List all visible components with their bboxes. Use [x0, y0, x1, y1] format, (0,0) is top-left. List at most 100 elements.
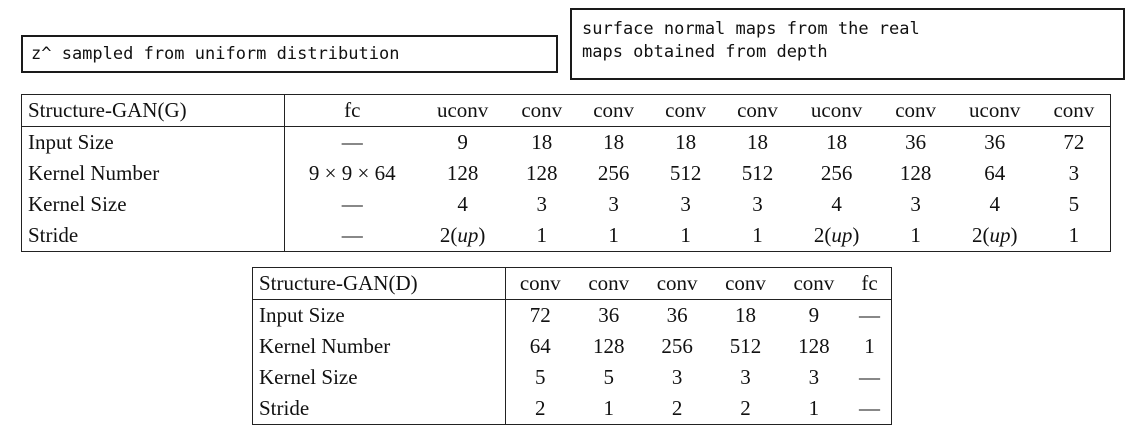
- generator-table-row: Stride — 2(up) 1 1 1 1 2(up) 1 2(up) 1: [21, 220, 1111, 252]
- discriminator-table-cell: 5: [535, 365, 546, 389]
- discriminator-table-cell: 256: [661, 334, 693, 358]
- generator-table-cell: —: [341, 192, 363, 216]
- discriminator-table-title: Structure-GAN(D): [252, 267, 506, 300]
- generator-table-cell: 18: [826, 130, 848, 154]
- generator-layer-header: conv: [505, 94, 578, 127]
- discriminator-row-label: Kernel Number: [252, 331, 506, 362]
- discriminator-layer-header: fc: [848, 267, 892, 300]
- generator-layer-header: uconv: [951, 94, 1038, 127]
- discriminator-table-cell: 9: [808, 303, 820, 327]
- generator-table-cell: 18: [603, 130, 625, 154]
- discriminator-table-row: Kernel Size 5 5 3 3 3 —: [252, 362, 892, 393]
- discriminator-table-cell: 72: [529, 303, 551, 327]
- generator-table-cell: 128: [525, 161, 558, 185]
- annotation-surface-normal-maps: surface normal maps from the real maps o…: [570, 8, 1125, 80]
- generator-table-cell: —: [341, 130, 363, 154]
- discriminator-row-label: Kernel Size: [252, 362, 506, 393]
- discriminator-table-row: Kernel Number 64 128 256 512 128 1: [252, 331, 892, 362]
- generator-table-cell: 18: [675, 130, 697, 154]
- generator-table-cell: 1: [536, 223, 547, 247]
- generator-table-cell: 3: [752, 192, 763, 216]
- discriminator-architecture-table: Structure-GAN(D) conv conv conv conv conv fc In…: [252, 267, 892, 425]
- generator-table-cell: 9 × 9 × 64: [308, 161, 396, 185]
- discriminator-table-cell: 2: [535, 396, 546, 420]
- generator-table-cell: 256: [820, 161, 853, 185]
- generator-layer-header: conv: [577, 94, 650, 127]
- generator-row-label: Input Size: [21, 126, 285, 158]
- generator-table-cell: 3: [608, 192, 619, 216]
- generator-row-label: Stride: [21, 220, 285, 252]
- generator-table-cell: 18: [746, 130, 768, 154]
- generator-table-cell: 3: [536, 192, 547, 216]
- generator-table-cell: —: [341, 223, 363, 247]
- generator-table-cell: 64: [984, 161, 1006, 185]
- generator-layer-header: uconv: [793, 94, 880, 127]
- discriminator-table-cell: 1: [808, 396, 820, 420]
- discriminator-layer-header: conv: [779, 267, 849, 300]
- annotation-uniform-noise: z^ sampled from uniform distribution: [21, 35, 558, 73]
- generator-table-cell: 512: [669, 161, 702, 185]
- generator-table-cell: 2(up): [971, 223, 1018, 247]
- generator-table-cell: 512: [741, 161, 774, 185]
- generator-table-row: Input Size — 9 18 18 18 18 18 36 36 72: [21, 126, 1111, 158]
- generator-layer-header: conv: [649, 94, 722, 127]
- discriminator-row-label: Input Size: [252, 299, 506, 331]
- generator-table-cell: 72: [1063, 130, 1085, 154]
- discriminator-table-cell: 1: [864, 334, 875, 358]
- generator-table-cell: 4: [831, 192, 842, 216]
- generator-table-cell: 36: [905, 130, 927, 154]
- discriminator-table-cell: 512: [729, 334, 762, 358]
- generator-table-cell: 3: [1068, 161, 1080, 185]
- discriminator-table-row: Input Size 72 36 36 18 9 —: [252, 299, 892, 331]
- discriminator-layer-header: conv: [711, 267, 780, 300]
- generator-table-cell: 3: [680, 192, 691, 216]
- discriminator-table-cell: 64: [529, 334, 551, 358]
- generator-table-cell: 9: [457, 130, 468, 154]
- generator-table-cell: 3: [910, 192, 921, 216]
- discriminator-layer-header: conv: [642, 267, 712, 300]
- discriminator-header-row: Structure-GAN(D) conv conv conv conv conv fc: [252, 267, 892, 300]
- generator-table-cell: 128: [899, 161, 932, 185]
- generator-table-cell: 4: [457, 192, 468, 216]
- discriminator-table-cell: 3: [740, 365, 751, 389]
- discriminator-table-cell: —: [859, 303, 881, 327]
- generator-layer-header: conv: [721, 94, 794, 127]
- generator-table-cell: 18: [531, 130, 553, 154]
- generator-table-row: Kernel Size — 4 3 3 3 3 4 3 4 5: [21, 189, 1111, 220]
- discriminator-table-row: Stride 2 1 2 2 1 —: [252, 393, 892, 425]
- generator-table-cell: 1: [680, 223, 691, 247]
- generator-layer-header: conv: [879, 94, 952, 127]
- generator-table-cell: 1: [752, 223, 763, 247]
- discriminator-table-cell: 3: [808, 365, 820, 389]
- generator-table-cell: 2(up): [813, 223, 860, 247]
- generator-layer-header: fc: [284, 94, 420, 127]
- discriminator-table-cell: 36: [598, 303, 620, 327]
- generator-table-cell: 1: [910, 223, 921, 247]
- generator-table-cell: 256: [597, 161, 630, 185]
- generator-row-label: Kernel Size: [21, 189, 285, 220]
- generator-layer-header: uconv: [419, 94, 506, 127]
- generator-table-title: Structure-GAN(G): [21, 94, 285, 127]
- generator-table-cell: 4: [989, 192, 1000, 216]
- generator-table-cell: 1: [608, 223, 619, 247]
- generator-table-cell: 1: [1068, 223, 1080, 247]
- generator-table-cell: 128: [446, 161, 479, 185]
- generator-table-row: Kernel Number 9 × 9 × 64 128 128 256 512 512 25…: [21, 158, 1111, 189]
- discriminator-table-cell: 128: [592, 334, 625, 358]
- generator-row-label: Kernel Number: [21, 158, 285, 189]
- discriminator-layer-header: conv: [574, 267, 643, 300]
- discriminator-table-cell: —: [859, 365, 881, 389]
- discriminator-row-label: Stride: [252, 393, 506, 425]
- discriminator-table-cell: —: [859, 396, 881, 420]
- discriminator-table-cell: 1: [603, 396, 614, 420]
- discriminator-table-cell: 3: [671, 365, 683, 389]
- generator-architecture-table: Structure-GAN(G) fc uconv conv conv conv conv u…: [21, 94, 1111, 252]
- generator-table-cell: 2(up): [439, 223, 486, 247]
- discriminator-table-cell: 128: [798, 334, 830, 358]
- discriminator-table-cell: 5: [603, 365, 614, 389]
- discriminator-table-cell: 18: [735, 303, 756, 327]
- generator-table-cell: 36: [984, 130, 1006, 154]
- discriminator-layer-header: conv: [505, 267, 575, 300]
- discriminator-table-cell: 36: [666, 303, 688, 327]
- generator-header-row: Structure-GAN(G) fc uconv conv conv conv conv u…: [21, 94, 1111, 127]
